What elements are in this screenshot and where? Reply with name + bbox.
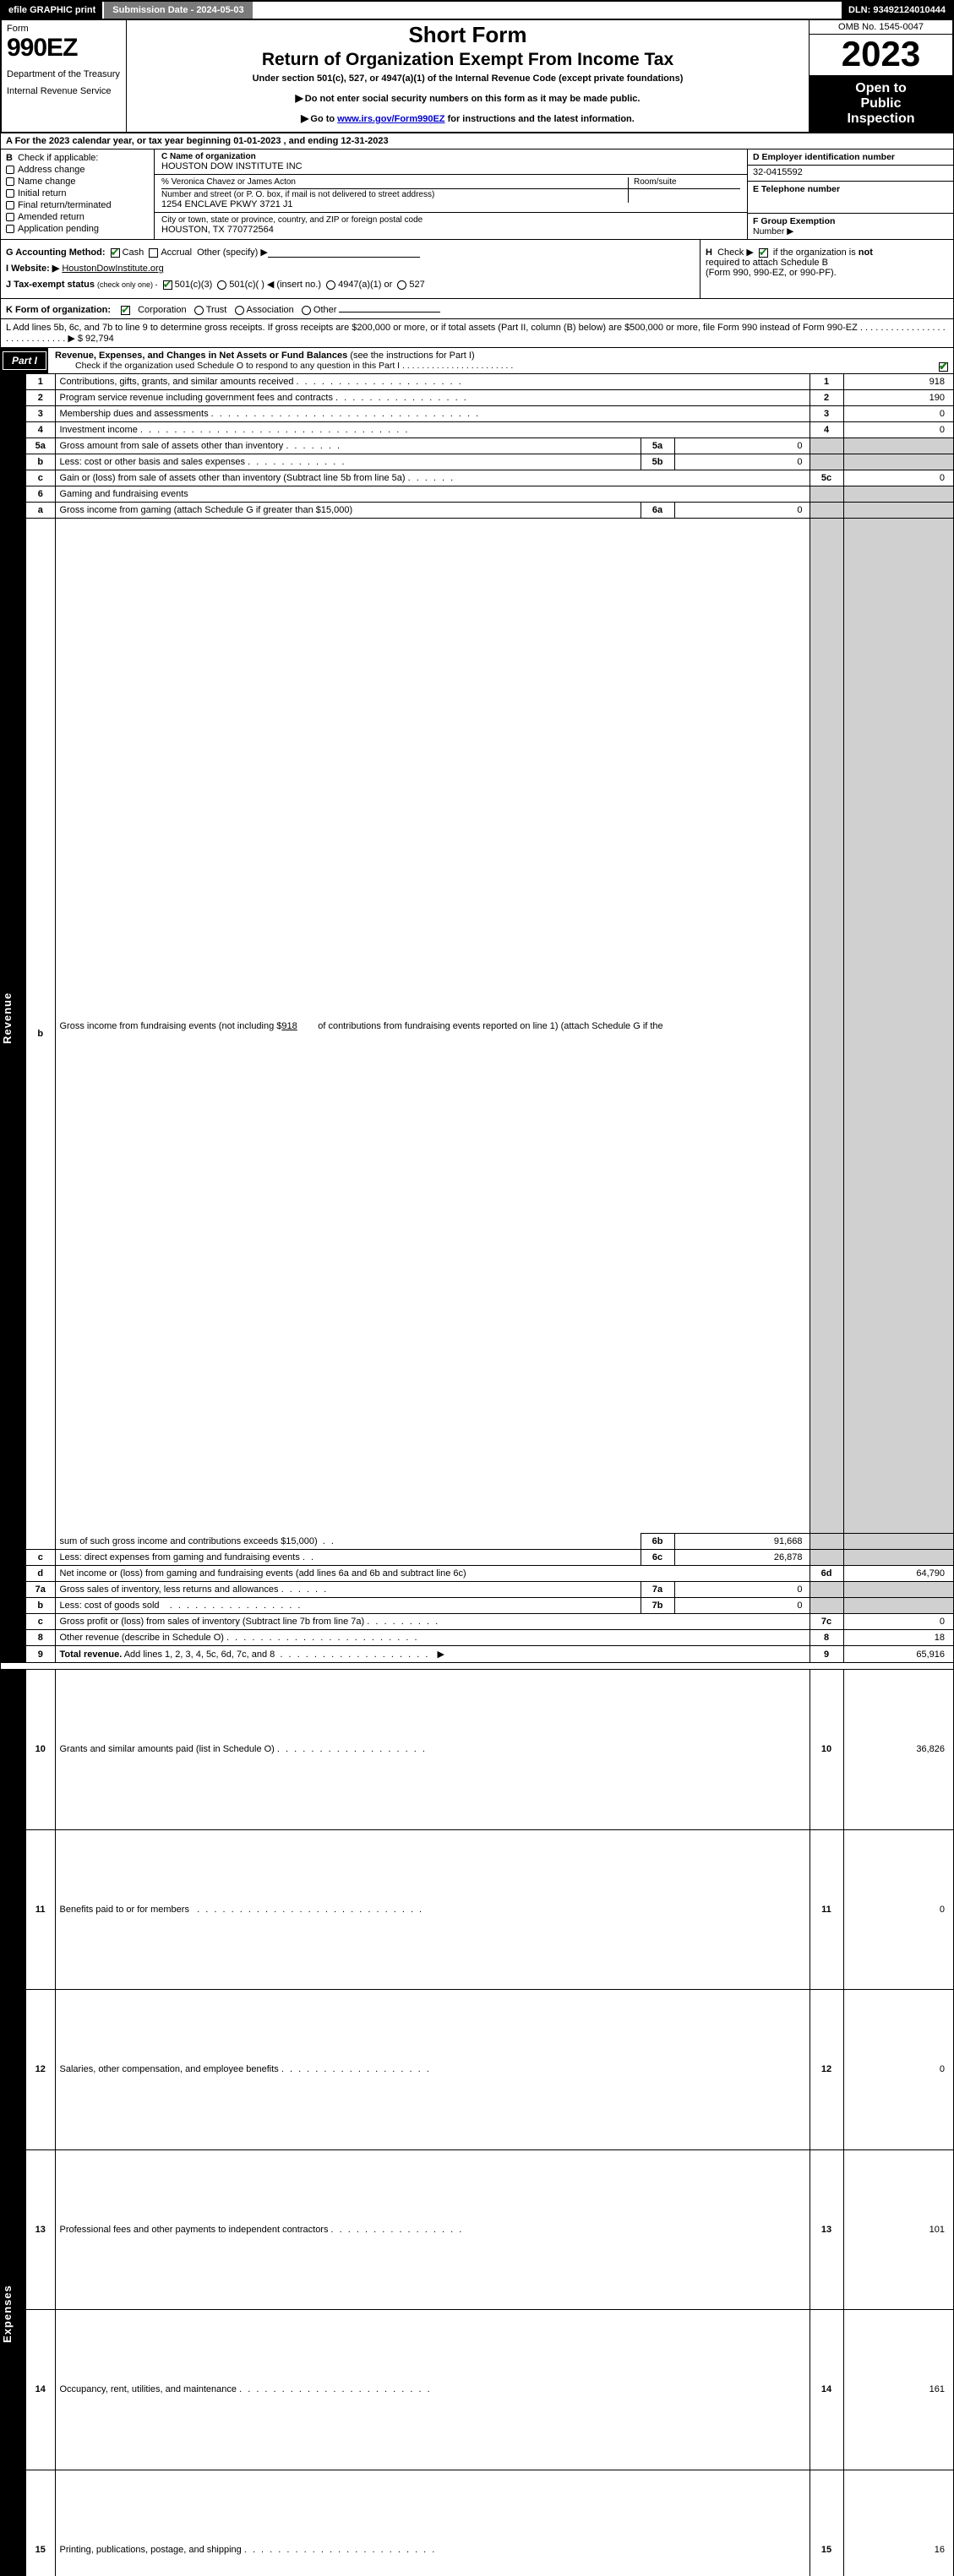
line-13-val: 101 xyxy=(843,2149,953,2310)
dept-treasury: Department of the Treasury xyxy=(7,69,121,79)
line-6b-contrib: 918 xyxy=(281,1021,297,1031)
col-d-ein: D Employer identification number 32-0415… xyxy=(747,149,953,239)
line-5a-val: 0 xyxy=(674,438,810,454)
gh-row: G Accounting Method: Cash Accrual Other … xyxy=(0,240,954,298)
col-c-org: C Name of organization HOUSTON DOW INSTI… xyxy=(155,149,747,239)
chk-assoc[interactable] xyxy=(235,306,244,315)
line-7a-val: 0 xyxy=(674,1582,810,1598)
line-6b-val: 91,668 xyxy=(674,1534,810,1550)
line-4-val: 0 xyxy=(843,422,953,438)
goto-line: ▶Go to www.irs.gov/Form990EZ for instruc… xyxy=(134,112,802,124)
form-header: Form 990EZ Department of the Treasury In… xyxy=(0,20,954,132)
city-label: City or town, state or province, country… xyxy=(161,215,740,225)
city-state-zip: HOUSTON, TX 770772564 xyxy=(161,225,740,235)
expenses-label: Expenses xyxy=(1,1670,14,2576)
under-section: Under section 501(c), 527, or 4947(a)(1)… xyxy=(134,73,802,84)
website-value[interactable]: HoustonDowInstitute.org xyxy=(62,264,163,274)
room-suite-label: Room/suite xyxy=(628,177,677,203)
line-5c-val: 0 xyxy=(843,470,953,486)
row-a-period: A For the 2023 calendar year, or tax yea… xyxy=(0,132,954,149)
l-gross-receipts: L Add lines 5b, 6c, and 7b to line 9 to … xyxy=(0,318,954,348)
i-website: I Website: ▶ HoustonDowInstitute.org xyxy=(6,263,695,274)
k-org-form: K Form of organization: Corporation Trus… xyxy=(0,298,954,318)
ein-label: D Employer identification number xyxy=(748,149,953,166)
dept-irs: Internal Revenue Service xyxy=(7,86,121,96)
chk-501c3[interactable] xyxy=(163,280,172,290)
efile-print-link[interactable]: efile GRAPHIC print xyxy=(2,2,104,19)
short-form-title: Short Form xyxy=(134,22,802,48)
form-title-block: Short Form Return of Organization Exempt… xyxy=(127,20,809,132)
street-label: Number and street (or P. O. box, if mail… xyxy=(161,190,434,199)
header-right: OMB No. 1545-0047 2023 Open to Public In… xyxy=(809,20,952,132)
telephone-label: E Telephone number xyxy=(748,182,953,214)
chk-501c[interactable] xyxy=(217,280,226,290)
line-7b-val: 0 xyxy=(674,1598,810,1614)
revenue-label: Revenue xyxy=(1,374,14,1662)
ein-value: 32-0415592 xyxy=(748,166,953,182)
chk-4947[interactable] xyxy=(326,280,335,290)
chk-amended-return[interactable]: Amended return xyxy=(6,212,149,222)
chk-name-change[interactable]: Name change xyxy=(6,177,149,187)
line-15-val: 16 xyxy=(843,2470,953,2576)
line-3-val: 0 xyxy=(843,406,953,422)
part-i-title: Revenue, Expenses, and Changes in Net As… xyxy=(55,351,475,361)
line-6d-val: 64,790 xyxy=(843,1566,953,1582)
gross-receipts-amount: 92,794 xyxy=(85,334,114,344)
form-number: 990EZ xyxy=(7,34,121,62)
top-bar: efile GRAPHIC print Submission Date - 20… xyxy=(0,0,954,20)
line-12-val: 0 xyxy=(843,1990,953,2150)
c-name-label: C Name of organization xyxy=(161,152,740,161)
line-9-val: 65,916 xyxy=(843,1646,953,1663)
line-8-val: 18 xyxy=(843,1630,953,1646)
line-14-val: 161 xyxy=(843,2310,953,2470)
line-11-val: 0 xyxy=(843,1829,953,1990)
chk-trust[interactable] xyxy=(194,306,204,315)
chk-schedule-o[interactable] xyxy=(939,362,948,372)
chk-accrual[interactable] xyxy=(149,248,158,258)
chk-cash[interactable] xyxy=(111,248,120,258)
col-b-checks: B Check if applicable: Address change Na… xyxy=(1,149,155,239)
org-name: HOUSTON DOW INSTITUTE INC xyxy=(161,161,740,171)
bcd-block: B Check if applicable: Address change Na… xyxy=(0,149,954,240)
return-title: Return of Organization Exempt From Incom… xyxy=(134,50,802,70)
line-7c-val: 0 xyxy=(843,1614,953,1630)
chk-final-return[interactable]: Final return/terminated xyxy=(6,200,149,210)
h-section: H Check ▶ if the organization is not req… xyxy=(700,240,953,298)
line-6a-val: 0 xyxy=(674,503,810,519)
form-id-block: Form 990EZ Department of the Treasury In… xyxy=(2,20,127,132)
omb-number: OMB No. 1545-0047 xyxy=(810,20,952,35)
part-i-grid: Revenue 1 Contributions, gifts, grants, … xyxy=(0,373,954,2576)
chk-application-pending[interactable]: Application pending xyxy=(6,224,149,234)
line-6c-val: 26,878 xyxy=(674,1550,810,1566)
ssn-warning: ▶Do not enter social security numbers on… xyxy=(134,92,802,104)
chk-527[interactable] xyxy=(397,280,406,290)
line-10-val: 36,826 xyxy=(843,1670,953,1830)
form-word: Form xyxy=(7,24,121,34)
open-public-inspection: Open to Public Inspection xyxy=(810,76,952,132)
chk-initial-return[interactable]: Initial return xyxy=(6,188,149,198)
part-i-bar: Part I Revenue, Expenses, and Changes in… xyxy=(0,348,954,373)
line-1-val: 918 xyxy=(843,374,953,390)
chk-other-org[interactable] xyxy=(302,306,311,315)
tax-year: 2023 xyxy=(810,35,952,76)
chk-schedule-b[interactable] xyxy=(759,248,768,258)
part-i-tag: Part I xyxy=(3,351,46,370)
g-section: G Accounting Method: Cash Accrual Other … xyxy=(1,240,700,298)
chk-address-change[interactable]: Address change xyxy=(6,165,149,175)
dln-label: DLN: 93492124010444 xyxy=(842,2,952,19)
j-tax-exempt: J Tax-exempt status (check only one) - 5… xyxy=(6,279,695,290)
chk-corp[interactable] xyxy=(121,306,130,315)
group-exemption: F Group ExemptionNumber ▶ xyxy=(748,214,953,239)
line-2-val: 190 xyxy=(843,390,953,406)
irs-link[interactable]: www.irs.gov/Form990EZ xyxy=(337,114,444,124)
line-5b-val: 0 xyxy=(674,454,810,470)
submission-date: Submission Date - 2024-05-03 xyxy=(104,2,252,19)
